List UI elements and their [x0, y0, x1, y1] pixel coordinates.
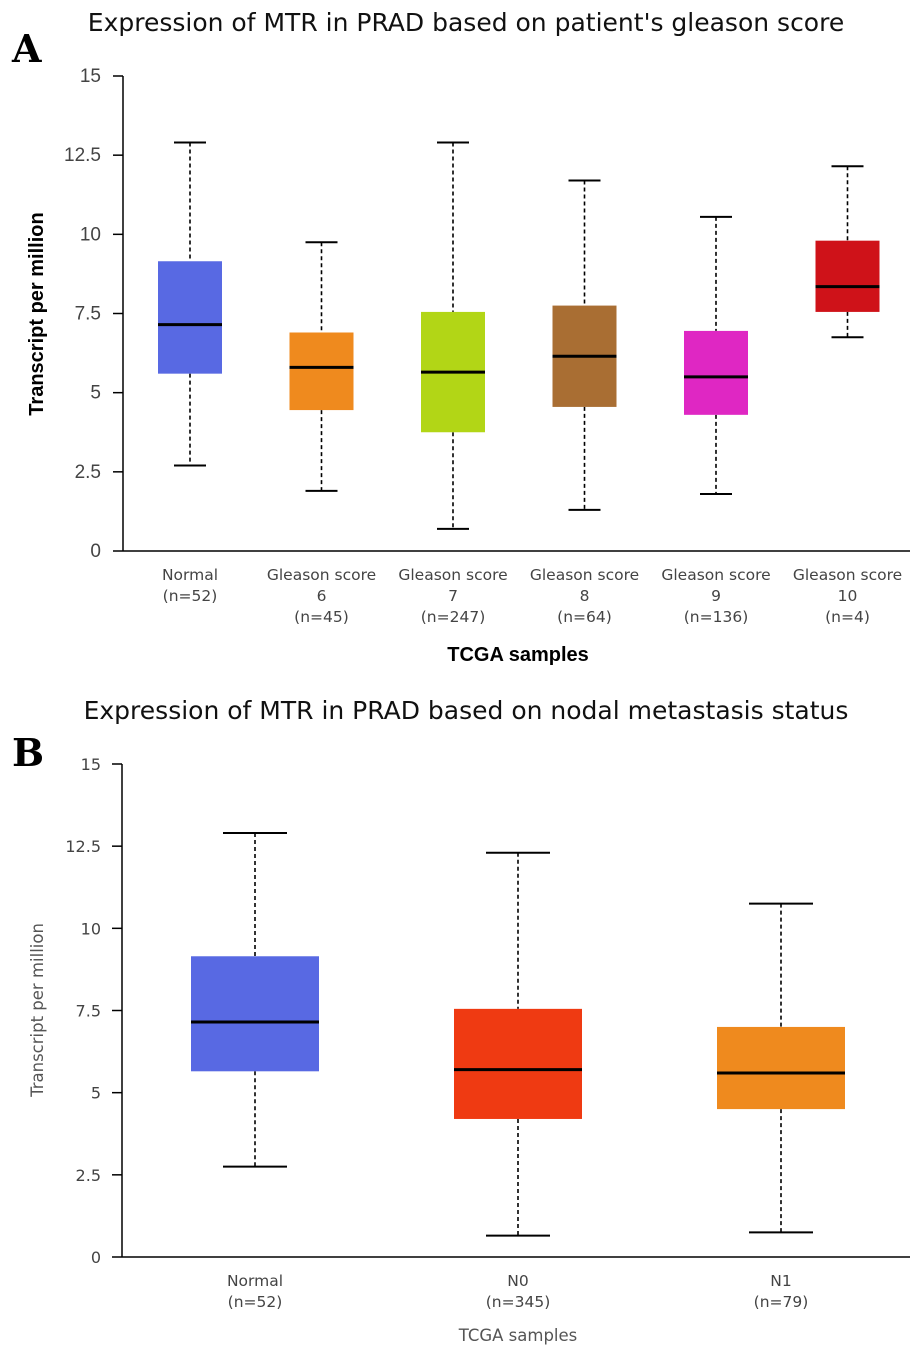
x-category-label: 6	[317, 587, 327, 605]
y-tick-label: 12.5	[64, 145, 101, 166]
y-tick-label: 12.5	[65, 837, 101, 856]
panel-a-title: Expression of MTR in PRAD based on patie…	[88, 8, 844, 37]
x-category-label: Normal	[162, 566, 218, 584]
y-tick-label: 5	[91, 1084, 101, 1103]
x-category-label: (n=52)	[228, 1293, 283, 1311]
panel-a-y-axis-label: Transcript per million	[26, 212, 48, 415]
x-category-label: 8	[580, 587, 590, 605]
iqr-box	[684, 330, 748, 415]
x-category-label: 9	[711, 587, 721, 605]
x-category-label: Gleason score	[398, 566, 507, 584]
panel-b-y-axis-label: Transcript per million	[28, 923, 47, 1098]
x-category-label: Normal	[227, 1272, 283, 1290]
box-4	[684, 215, 748, 495]
x-category-label: Gleason score	[793, 566, 902, 584]
box-0	[158, 141, 222, 467]
y-tick-label: 0	[90, 541, 101, 562]
x-category-label: (n=45)	[294, 608, 349, 626]
panel-a-boxes	[158, 141, 880, 530]
box-0	[191, 832, 319, 1168]
iqr-box	[717, 1026, 845, 1110]
x-category-label: (n=136)	[684, 608, 749, 626]
box-3	[552, 179, 617, 511]
iqr-box	[815, 240, 880, 312]
panel-a: A Expression of MTR in PRAD based on pat…	[11, 8, 910, 666]
x-category-label: N1	[770, 1272, 791, 1290]
x-category-label: (n=247)	[421, 608, 486, 626]
iqr-box	[158, 261, 222, 374]
panel-b-boxes	[191, 832, 845, 1237]
x-category-label: (n=52)	[163, 587, 218, 605]
panel-a-x-categories: Normal (n=52) Gleason score 6 (n=45) Gleason …	[162, 566, 902, 626]
y-tick-label: 0	[91, 1248, 101, 1267]
y-tick-label: 10	[80, 224, 101, 245]
iqr-box	[289, 332, 354, 411]
panel-b-letter: B	[12, 730, 44, 775]
x-category-label: Gleason score	[267, 566, 376, 584]
box-1	[454, 851, 582, 1237]
x-category-label: (n=345)	[486, 1293, 551, 1311]
y-tick-label: 2.5	[75, 462, 101, 483]
x-category-label: N0	[507, 1272, 528, 1290]
panel-a-y-axis: 0 2.5 5 7.5 10 12.5 15	[64, 66, 910, 562]
x-category-label: 7	[448, 587, 458, 605]
y-tick-label: 7.5	[76, 1002, 101, 1021]
panel-a-x-axis-label: TCGA samples	[447, 644, 589, 666]
box-5	[815, 165, 880, 339]
panel-b-title: Expression of MTR in PRAD based on nodal…	[84, 696, 849, 725]
y-tick-label: 2.5	[76, 1166, 101, 1185]
x-category-label: (n=4)	[825, 608, 870, 626]
x-category-label: Gleason score	[661, 566, 770, 584]
x-category-label: 10	[838, 587, 858, 605]
panel-b-y-axis: 0 2.5 5 7.5 10 12.5 15	[65, 755, 910, 1267]
box-2	[421, 141, 485, 530]
y-tick-label: 5	[90, 383, 101, 404]
y-tick-label: 10	[81, 919, 101, 938]
box-2	[717, 902, 845, 1234]
iqr-box	[454, 1008, 582, 1119]
panel-b-x-axis-label: TCGA samples	[458, 1326, 578, 1345]
iqr-box	[191, 956, 319, 1072]
panel-a-letter: A	[11, 26, 42, 71]
y-tick-label: 15	[81, 755, 101, 774]
y-tick-label: 15	[80, 66, 101, 87]
x-category-label: (n=64)	[557, 608, 612, 626]
box-1	[289, 241, 354, 492]
x-category-label: (n=79)	[754, 1293, 809, 1311]
x-category-label: Gleason score	[530, 566, 639, 584]
panel-b: B Expression of MTR in PRAD based on nod…	[12, 696, 910, 1345]
y-tick-label: 7.5	[75, 304, 101, 325]
panel-b-x-categories: Normal (n=52) N0 (n=345) N1 (n=79)	[227, 1272, 808, 1311]
